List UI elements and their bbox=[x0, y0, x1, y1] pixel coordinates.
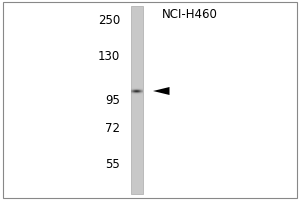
Bar bbox=[130, 6, 142, 194]
Text: 55: 55 bbox=[105, 158, 120, 170]
Text: 250: 250 bbox=[98, 14, 120, 26]
Text: 130: 130 bbox=[98, 49, 120, 62]
Text: 95: 95 bbox=[105, 94, 120, 106]
Text: 72: 72 bbox=[105, 121, 120, 134]
Polygon shape bbox=[153, 87, 169, 95]
Text: NCI-H460: NCI-H460 bbox=[162, 8, 218, 21]
